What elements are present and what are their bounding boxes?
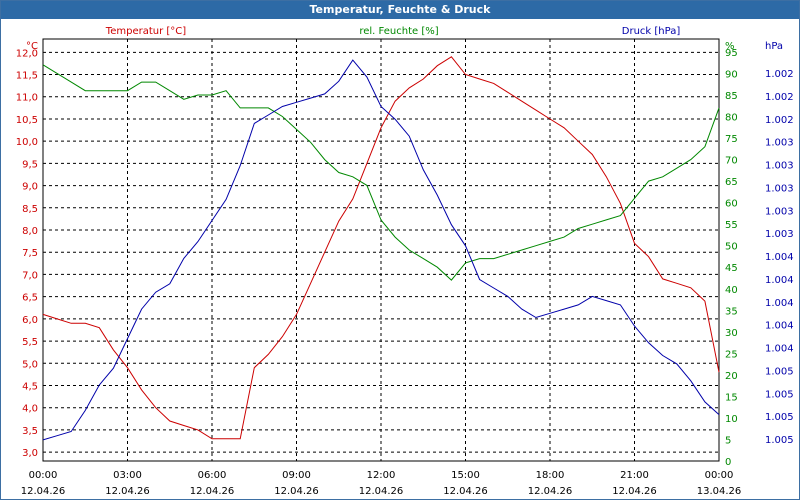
y-tick-pressure: 1.005 xyxy=(765,366,794,377)
y-tick-humidity: 55 xyxy=(725,220,738,231)
x-tick-date: 12.04.26 xyxy=(274,486,319,497)
series-lines xyxy=(42,56,720,441)
y-tick-temperature: 3,5 xyxy=(22,426,38,437)
y-tick-pressure: 1.002 xyxy=(765,92,794,103)
y-tick-humidity: 85 xyxy=(725,91,738,102)
y-tick-temperature: 4,5 xyxy=(22,381,38,392)
y-tick-temperature: 12,0 xyxy=(16,48,38,59)
pressure-unit: hPa xyxy=(765,41,783,52)
x-tick-date: 12.04.26 xyxy=(528,486,573,497)
grid xyxy=(42,38,720,462)
y-tick-pressure: 1.003 xyxy=(765,138,794,149)
y-tick-pressure: 1.004 xyxy=(765,321,794,332)
legend-humidity: rel. Feuchte [%] xyxy=(359,26,438,37)
y-tick-humidity: 20 xyxy=(725,371,738,382)
series-line-pressure xyxy=(42,59,720,441)
y-tick-pressure: 1.002 xyxy=(765,115,794,126)
y-tick-pressure: 1.003 xyxy=(765,161,794,172)
y-tick-pressure: 1.004 xyxy=(765,275,794,286)
y-tick-pressure: 1.003 xyxy=(765,229,794,240)
x-tick-time: 12:00 xyxy=(367,470,396,481)
y-tick-pressure: 1.005 xyxy=(765,435,794,446)
y-tick-temperature: 11,5 xyxy=(16,71,38,82)
y-tick-temperature: 9,5 xyxy=(22,159,38,170)
y-tick-humidity: 15 xyxy=(725,392,738,403)
series-line-humidity xyxy=(42,64,720,281)
x-tick-date: 12.04.26 xyxy=(21,486,66,497)
x-tick-time: 09:00 xyxy=(282,470,311,481)
y-tick-humidity: 95 xyxy=(725,48,738,59)
x-tick-date: 13.04.26 xyxy=(697,486,742,497)
y-tick-temperature: 8,0 xyxy=(22,226,38,237)
y-tick-temperature: 4,0 xyxy=(22,404,38,415)
y-tick-humidity: 0 xyxy=(725,457,731,468)
window-title: Temperatur, Feuchte & Druck xyxy=(1,1,799,19)
y-tick-temperature: 7,5 xyxy=(22,248,38,259)
y-tick-temperature: 7,0 xyxy=(22,270,38,281)
humidity-unit: % xyxy=(725,41,735,52)
legend-temperature: Temperatur [°C] xyxy=(105,26,186,37)
y-tick-temperature: 3,0 xyxy=(22,448,38,459)
chart-canvas: 00:00 12.04.26 03:00 12.04.26 06:00 12.04.26 0… xyxy=(16,26,794,497)
x-tick-time: 06:00 xyxy=(198,470,227,481)
y-tick-temperature: 5,0 xyxy=(22,359,38,370)
y-tick-humidity: 35 xyxy=(725,306,738,317)
y-tick-pressure: 1.005 xyxy=(765,412,794,423)
y-tick-temperature: 11,0 xyxy=(16,93,38,104)
y-tick-humidity: 45 xyxy=(725,263,738,274)
x-tick-date: 12.04.26 xyxy=(190,486,235,497)
x-tick-date: 12.04.26 xyxy=(105,486,150,497)
axes: 00:00 12.04.26 03:00 12.04.26 06:00 12.04.26 0… xyxy=(16,26,794,497)
y-tick-humidity: 50 xyxy=(725,242,738,253)
y-tick-pressure: 1.004 xyxy=(765,344,794,355)
y-tick-humidity: 60 xyxy=(725,199,738,210)
x-tick-time: 21:00 xyxy=(620,470,649,481)
y-tick-pressure: 1.002 xyxy=(765,69,794,80)
y-tick-temperature: 6,5 xyxy=(22,293,38,304)
x-tick-date: 12.04.26 xyxy=(612,486,657,497)
y-tick-pressure: 1.004 xyxy=(765,252,794,263)
x-tick-time: 15:00 xyxy=(451,470,480,481)
x-tick-date: 12.04.26 xyxy=(443,486,488,497)
x-tick-time: 00:00 xyxy=(29,470,58,481)
series-line-temperature xyxy=(42,56,720,440)
x-tick-date: 12.04.26 xyxy=(359,486,404,497)
legend-pressure: Druck [hPa] xyxy=(622,26,681,37)
y-tick-temperature: 10,0 xyxy=(16,137,38,148)
y-tick-humidity: 30 xyxy=(725,328,738,339)
x-tick-time: 18:00 xyxy=(536,470,565,481)
y-tick-humidity: 70 xyxy=(725,156,738,167)
y-tick-temperature: 5,5 xyxy=(22,337,38,348)
x-tick-time: 00:00 xyxy=(705,470,734,481)
y-tick-humidity: 5 xyxy=(725,435,731,446)
y-tick-humidity: 65 xyxy=(725,177,738,188)
y-tick-temperature: 6,0 xyxy=(22,315,38,326)
y-tick-pressure: 1.003 xyxy=(765,183,794,194)
y-tick-humidity: 80 xyxy=(725,113,738,124)
y-tick-pressure: 1.004 xyxy=(765,298,794,309)
y-tick-temperature: 10,5 xyxy=(16,115,38,126)
y-tick-humidity: 10 xyxy=(725,414,738,425)
temperature-unit: °C xyxy=(26,41,38,52)
y-tick-humidity: 40 xyxy=(725,285,738,296)
x-tick-time: 03:00 xyxy=(113,470,142,481)
y-tick-temperature: 9,0 xyxy=(22,182,38,193)
y-tick-humidity: 75 xyxy=(725,134,738,145)
y-tick-humidity: 25 xyxy=(725,349,738,360)
y-tick-humidity: 90 xyxy=(725,69,738,80)
y-tick-pressure: 1.003 xyxy=(765,206,794,217)
y-tick-pressure: 1.005 xyxy=(765,389,794,400)
y-tick-temperature: 8,5 xyxy=(22,204,38,215)
